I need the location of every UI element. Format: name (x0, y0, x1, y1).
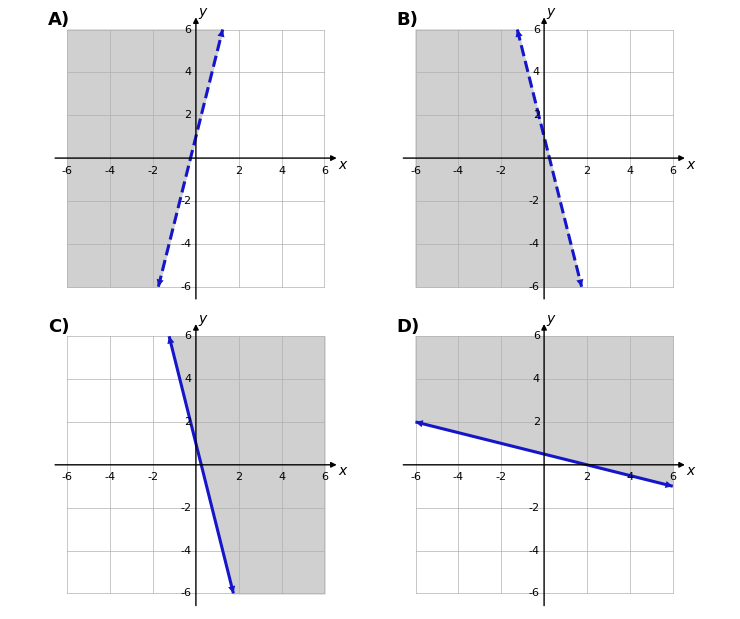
Text: 2: 2 (184, 110, 192, 120)
Text: 4: 4 (184, 374, 192, 384)
Text: 4: 4 (533, 67, 539, 77)
Text: x: x (687, 157, 695, 171)
Text: 6: 6 (533, 331, 539, 341)
Text: 4: 4 (278, 472, 285, 482)
Text: 2: 2 (184, 417, 192, 427)
Text: -4: -4 (528, 239, 539, 249)
Text: 6: 6 (321, 166, 328, 176)
Text: -4: -4 (181, 239, 192, 249)
Text: -4: -4 (181, 545, 192, 555)
Text: y: y (546, 312, 555, 326)
Text: 4: 4 (278, 166, 285, 176)
Text: 6: 6 (321, 472, 328, 482)
Text: -6: -6 (410, 472, 421, 482)
Text: D): D) (396, 318, 420, 336)
Text: 2: 2 (533, 417, 539, 427)
Text: -6: -6 (529, 589, 539, 599)
Text: y: y (198, 312, 206, 326)
Text: 2: 2 (583, 166, 591, 176)
Text: -6: -6 (410, 166, 421, 176)
Text: -4: -4 (528, 545, 539, 555)
Text: 2: 2 (583, 472, 591, 482)
Text: 6: 6 (533, 25, 539, 35)
Text: 4: 4 (184, 67, 192, 77)
Text: y: y (546, 6, 555, 19)
Text: -6: -6 (62, 166, 73, 176)
Text: -2: -2 (147, 166, 158, 176)
Text: -2: -2 (181, 503, 192, 513)
Text: -6: -6 (62, 472, 73, 482)
Text: -4: -4 (104, 472, 115, 482)
Text: B): B) (396, 11, 418, 29)
Text: -2: -2 (147, 472, 158, 482)
Text: -4: -4 (104, 166, 115, 176)
Text: 4: 4 (626, 472, 633, 482)
Text: 2: 2 (533, 110, 539, 120)
Text: -6: -6 (529, 282, 539, 292)
Text: -4: -4 (453, 166, 464, 176)
Text: 4: 4 (626, 166, 633, 176)
Text: 6: 6 (184, 25, 192, 35)
Text: 6: 6 (669, 472, 676, 482)
Text: x: x (339, 157, 347, 171)
Text: 2: 2 (235, 472, 242, 482)
Text: -2: -2 (496, 472, 507, 482)
Text: x: x (339, 464, 347, 478)
Text: -4: -4 (453, 472, 464, 482)
Text: -2: -2 (181, 196, 192, 206)
Text: x: x (687, 464, 695, 478)
Text: 6: 6 (184, 331, 192, 341)
Text: C): C) (48, 318, 70, 336)
Text: -6: -6 (181, 282, 192, 292)
Text: 4: 4 (533, 374, 539, 384)
Text: -2: -2 (496, 166, 507, 176)
Text: 2: 2 (235, 166, 242, 176)
Text: -6: -6 (181, 589, 192, 599)
Text: A): A) (48, 11, 70, 29)
Text: 6: 6 (669, 166, 676, 176)
Text: -2: -2 (528, 503, 539, 513)
Text: -2: -2 (528, 196, 539, 206)
Text: y: y (198, 6, 206, 19)
